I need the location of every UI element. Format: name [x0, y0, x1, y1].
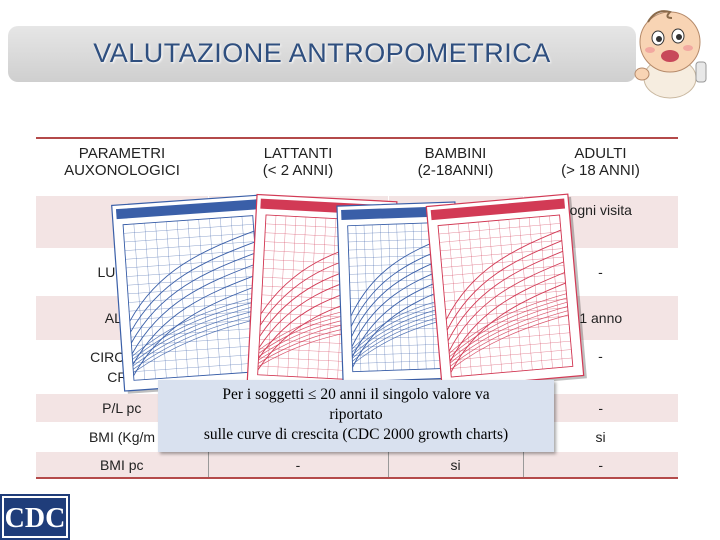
baby-clipart-icon	[634, 10, 707, 99]
cell-value: si	[387, 452, 524, 479]
note-line-1: Per i soggetti ≤ 20 anni il singolo valo…	[222, 386, 490, 403]
cdc-logo-text: CDC	[5, 503, 66, 534]
cell-value: -	[523, 248, 678, 296]
cell-value: 1 anno	[522, 296, 678, 340]
header-lattanti: LATTANTI (< 2 ANNI)	[208, 137, 388, 196]
cdc-logo: CDC	[0, 494, 70, 540]
row-label: BMI pc	[36, 452, 208, 479]
row-label: ALTE	[36, 296, 208, 340]
cell-value: ogni visita	[522, 196, 678, 248]
note-line-3: sulle curve di crescita (CDC 2000 growth…	[203, 426, 509, 443]
table-row: PE ogni visita	[36, 196, 678, 248]
note-callout: Per i soggetti ≤ 20 anni il singolo valo…	[158, 380, 554, 452]
page-title: VALUTAZIONE ANTROPOMETRICA	[93, 38, 551, 68]
title-banner: VALUTAZIONE ANTROPOMETRICA	[8, 26, 636, 82]
table-row: BMI pc - si -	[36, 452, 678, 479]
header-parametri: PARAMETRI AUXONOLOGICI	[36, 137, 208, 196]
row-label: LUNGH	[36, 248, 208, 296]
header-bambini: BAMBINI (2-18ANNI)	[388, 137, 523, 196]
table-row: ALTE 1 anno	[36, 296, 678, 340]
table-header-row: PARAMETRI AUXONOLOGICI LATTANTI (< 2 ANNI)…	[36, 137, 678, 196]
note-line-2: riportato	[329, 406, 383, 423]
header-adulti: ADULTI (> 18 ANNI)	[523, 137, 678, 196]
cell-value: -	[207, 452, 388, 479]
cell-value: -	[522, 452, 678, 479]
row-label: PE	[36, 196, 208, 248]
table-row: LUNGH -	[36, 248, 678, 296]
